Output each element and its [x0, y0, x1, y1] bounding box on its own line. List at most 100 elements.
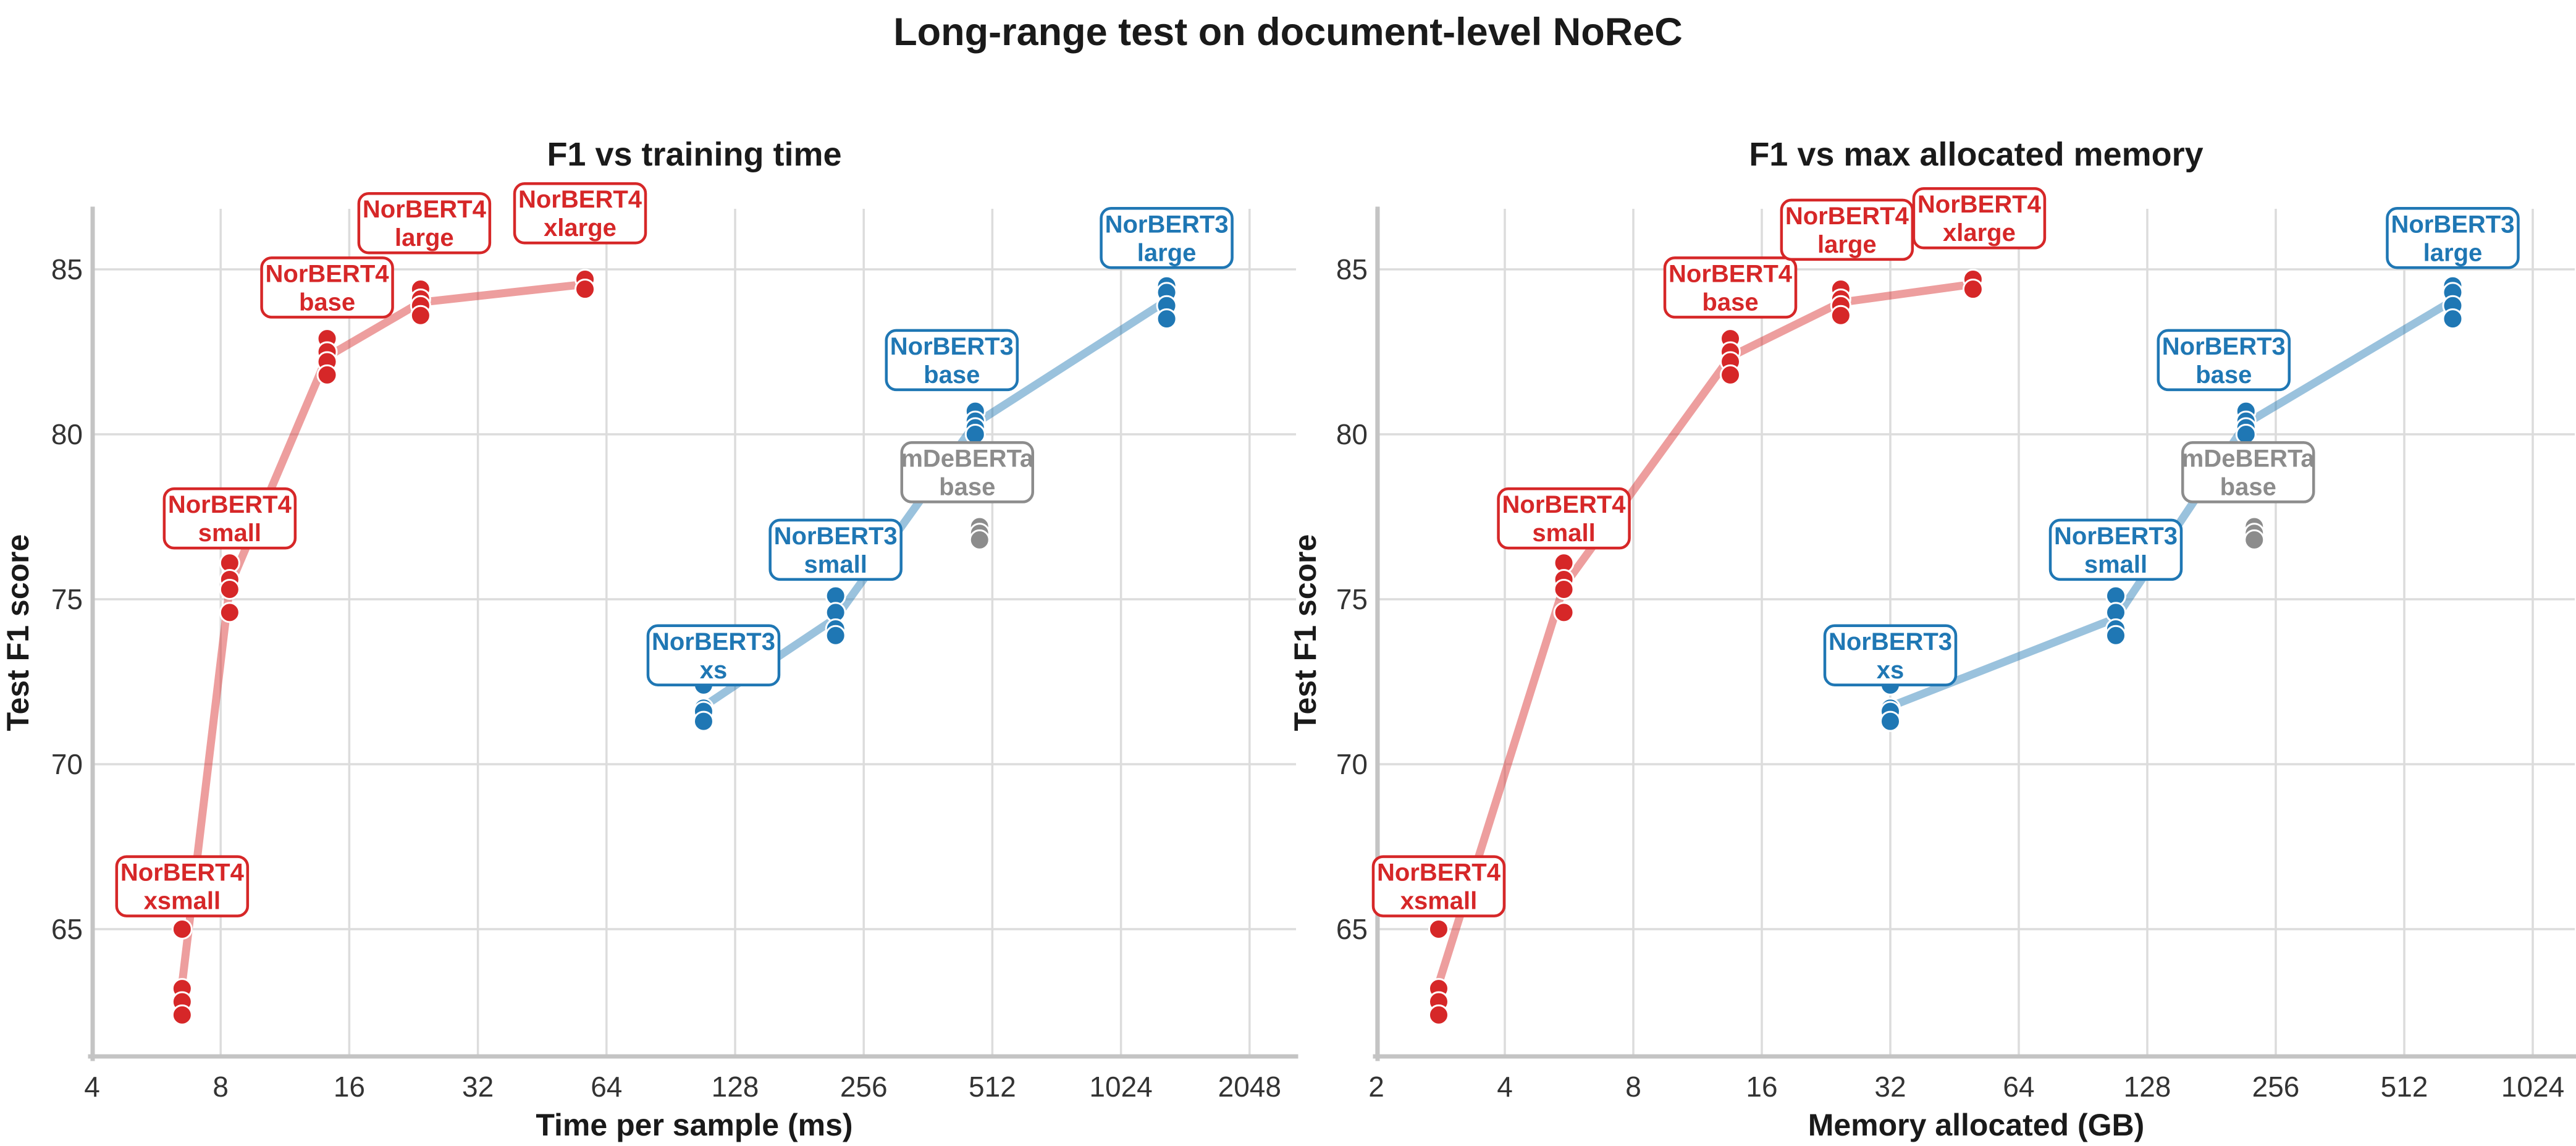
data-point-norbert3-small	[825, 625, 846, 646]
x-tick-label: 32	[1874, 1071, 1906, 1103]
x-axis-title: Memory allocated (GB)	[1808, 1108, 2145, 1142]
svg-text:NorBERT4: NorBERT4	[266, 260, 390, 287]
chart-main-title: Long-range test on document-level NoReC	[893, 11, 1683, 54]
x-tick-label: 64	[591, 1071, 622, 1103]
x-tick-label: 256	[2252, 1071, 2300, 1103]
trend-line-norbert3	[1886, 297, 2457, 711]
x-tick-label: 256	[840, 1071, 888, 1103]
svg-text:NorBERT3: NorBERT3	[890, 333, 1014, 360]
data-point-norbert4-small	[219, 578, 240, 600]
data-point-norbert4-xlarge	[575, 279, 596, 300]
svg-text:base: base	[1702, 289, 1758, 316]
svg-text:NorBERT3: NorBERT3	[2162, 333, 2286, 360]
svg-text:NorBERT4: NorBERT4	[1502, 491, 1627, 518]
svg-text:NorBERT4: NorBERT4	[1377, 859, 1501, 887]
data-point-norbert4-large	[410, 305, 431, 326]
svg-text:NorBERT3: NorBERT3	[1829, 628, 1952, 655]
y-tick-label: 80	[1336, 418, 1368, 450]
svg-text:NorBERT4: NorBERT4	[1917, 191, 2042, 218]
data-point-norbert4-small	[1553, 578, 1575, 600]
svg-text:small: small	[2084, 551, 2147, 578]
x-tick-label: 32	[462, 1071, 494, 1103]
svg-text:large: large	[395, 224, 454, 251]
y-tick-label: 65	[1336, 913, 1368, 945]
data-point-norbert3-small	[2105, 625, 2127, 646]
svg-text:small: small	[1532, 520, 1595, 547]
svg-text:large: large	[1137, 239, 1197, 266]
y-tick-label: 75	[51, 583, 83, 615]
data-point-mdeberta-base	[969, 529, 990, 550]
data-point-norbert4-xsmall	[1428, 1004, 1449, 1026]
panel-time: NorBERT4xsmallNorBERT4smallNorBERT4baseN…	[1, 136, 1299, 1142]
y-tick-label: 70	[1336, 748, 1368, 780]
y-axis-title: Test F1 score	[1, 534, 35, 731]
svg-text:small: small	[804, 551, 867, 578]
svg-text:NorBERT4: NorBERT4	[168, 491, 292, 518]
y-axis-title: Test F1 score	[1288, 534, 1323, 731]
svg-text:small: small	[198, 520, 261, 547]
data-point-mdeberta-base	[2244, 529, 2265, 550]
data-point-norbert3-base	[2235, 424, 2257, 445]
svg-text:base: base	[2220, 473, 2276, 500]
svg-text:xsmall: xsmall	[1400, 888, 1478, 915]
x-tick-label: 1024	[1089, 1071, 1152, 1103]
data-point-norbert4-base	[1720, 364, 1741, 386]
x-tick-label: 128	[2124, 1071, 2171, 1103]
svg-text:large: large	[1817, 231, 1877, 258]
data-point-norbert3-large	[2442, 308, 2464, 330]
svg-text:NorBERT3: NorBERT3	[1105, 211, 1229, 238]
x-tick-label: 8	[213, 1071, 229, 1103]
data-point-norbert4-xlarge	[1962, 279, 1984, 300]
svg-text:NorBERT4: NorBERT4	[363, 196, 487, 223]
x-tick-label: 64	[2003, 1071, 2034, 1103]
panel-memory: NorBERT4xsmallNorBERT4smallNorBERT4baseN…	[1288, 136, 2576, 1142]
y-tick-label: 75	[1336, 583, 1368, 615]
y-tick-label: 70	[51, 748, 83, 780]
x-tick-label: 16	[334, 1071, 365, 1103]
svg-text:base: base	[939, 473, 995, 500]
x-tick-label: 512	[2381, 1071, 2428, 1103]
svg-text:xsmall: xsmall	[144, 888, 221, 915]
data-point-norbert4-small	[1553, 602, 1575, 623]
svg-text:large: large	[2423, 239, 2483, 266]
svg-text:base: base	[924, 361, 980, 389]
x-tick-label: 512	[969, 1071, 1016, 1103]
data-point-norbert4-large	[1830, 305, 1851, 326]
svg-text:NorBERT4: NorBERT4	[120, 859, 245, 887]
svg-text:xlarge: xlarge	[1943, 219, 2016, 246]
data-point-norbert3-base	[964, 424, 986, 445]
subplot-title: F1 vs training time	[547, 136, 841, 173]
data-point-norbert3-xs	[692, 710, 714, 732]
y-tick-label: 65	[51, 913, 83, 945]
svg-text:NorBERT4: NorBERT4	[1669, 260, 1793, 287]
x-tick-label: 1024	[2501, 1071, 2564, 1103]
svg-text:NorBERT3: NorBERT3	[774, 523, 898, 550]
y-tick-label: 80	[51, 418, 83, 450]
svg-text:mDeBERTa: mDeBERTa	[2182, 445, 2315, 472]
svg-text:xlarge: xlarge	[544, 214, 617, 242]
svg-text:base: base	[2195, 361, 2252, 389]
data-point-norbert4-xsmall	[171, 919, 193, 940]
data-point-norbert3-xs	[1880, 710, 1901, 732]
svg-text:xs: xs	[1877, 657, 1905, 684]
svg-text:NorBERT3: NorBERT3	[652, 628, 775, 655]
svg-text:base: base	[299, 289, 355, 316]
